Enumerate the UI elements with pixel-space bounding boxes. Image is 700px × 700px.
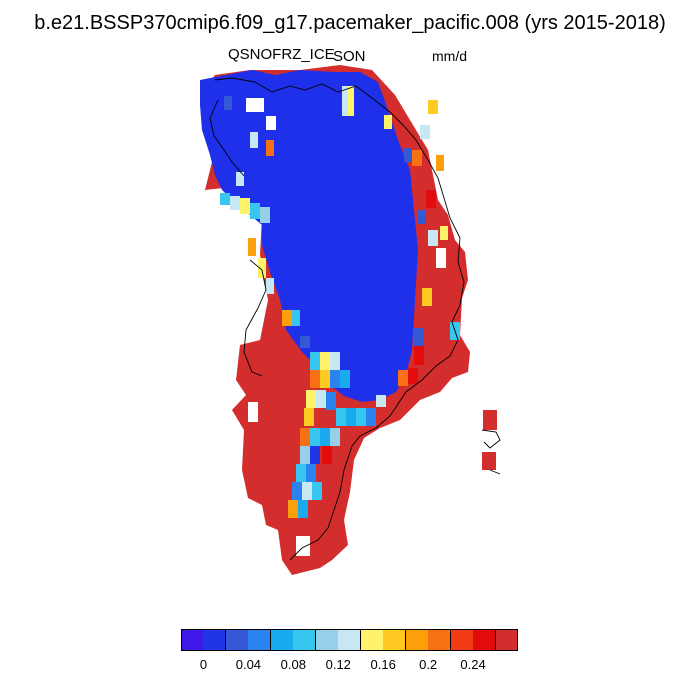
colorbar-tick-label: 0.08	[280, 657, 306, 672]
coastal-cells	[220, 86, 460, 518]
season-label: SON	[333, 48, 366, 65]
colorbar-box	[203, 629, 227, 651]
colorbar-box	[495, 629, 519, 651]
colorbar-tick-label: 0.04	[235, 657, 262, 672]
colorbar-box	[338, 629, 362, 651]
colorbar-box	[225, 629, 249, 651]
colorbar-box	[315, 629, 339, 651]
variable-label: QSNOFRZ_ICE	[228, 46, 335, 63]
colorbar-box	[450, 629, 474, 651]
colorbar-box	[181, 629, 204, 651]
colorbar-box	[473, 629, 497, 651]
colorbar-tick-label: 0.12	[325, 657, 351, 672]
colorbar-box	[270, 629, 294, 651]
colorbar-tick-label: 0.16	[370, 657, 396, 672]
colorbar-box	[405, 629, 429, 651]
colorbar-tick-label: 0	[199, 657, 208, 672]
colorbar-box	[383, 629, 407, 651]
colorbar-box	[428, 629, 452, 651]
plot-title: b.e21.BSSP370cmip6.f09_g17.pacemaker_pac…	[34, 12, 666, 34]
colorbar-tick-label: 0.2	[419, 657, 438, 672]
colorbar-box	[248, 629, 272, 651]
colorbar-tick-label: 0.24	[460, 657, 486, 672]
colorbar-box	[360, 629, 384, 651]
units-label: mm/d	[432, 48, 467, 64]
coastline	[209, 77, 501, 561]
colorbar-box	[293, 629, 317, 651]
ice-interior-region	[200, 70, 418, 402]
